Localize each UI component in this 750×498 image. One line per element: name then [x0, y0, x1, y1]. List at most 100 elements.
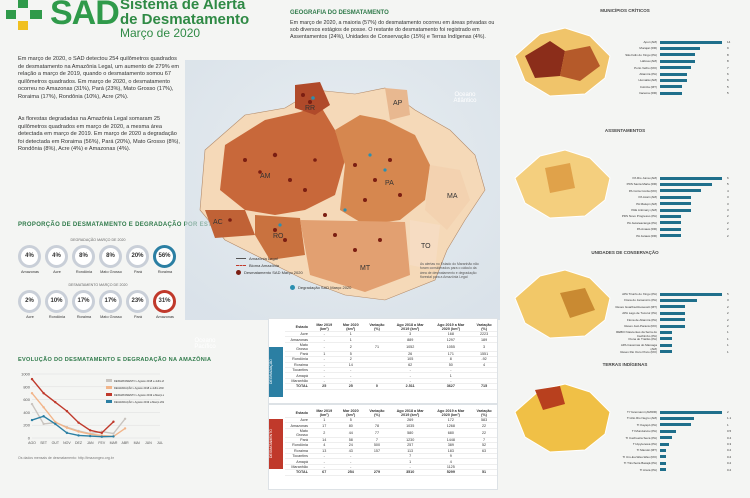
table-total-cell: 279	[364, 469, 390, 476]
tis-bar	[660, 423, 691, 427]
ucs-bar	[660, 298, 698, 302]
series-point	[123, 417, 127, 420]
label-ac: AC	[213, 219, 223, 226]
tis-value: 2	[727, 410, 729, 414]
desm-circle: 23%	[126, 290, 149, 313]
tis-value: 0.2	[727, 461, 732, 466]
state-pa	[335, 115, 430, 225]
series-point	[30, 402, 34, 406]
series-point	[100, 431, 104, 435]
table-header-cell: Mar 2020 (km²)	[337, 409, 365, 418]
y-tick-label: 0	[28, 436, 31, 441]
assentamentos-value: 2	[727, 227, 729, 232]
tis-name: TI Alto Rio Negro (AM)	[626, 416, 657, 421]
ucs-bar	[660, 292, 722, 296]
assentamentos-bar	[660, 176, 722, 180]
table-cell: Acre	[285, 417, 311, 424]
table-cell	[364, 453, 390, 460]
map-legend: Amazônia Legal Bioma Amazônia Desmatamen…	[236, 256, 306, 277]
municipios-name: Iracema (RR)	[638, 91, 657, 96]
table-header-cell: Variação (%)	[364, 409, 390, 418]
desm-label: Pará	[133, 315, 143, 319]
ucs-name: Flona do Jamanxim (PA)	[624, 298, 657, 303]
degr-label: Acre	[53, 270, 61, 274]
assentamentos-name: PA Anauá (RR)	[636, 227, 657, 232]
table-cell: Tocantins	[285, 367, 311, 374]
logo-text: SAD	[50, 0, 120, 32]
table-cell: 44	[337, 428, 365, 438]
municipios-map	[514, 27, 611, 97]
x-tick-label: MAR	[110, 441, 118, 445]
table-cell: 1055	[430, 342, 472, 352]
x-tick-label: AGO	[28, 441, 36, 445]
degr-item: 8% Mato Grosso	[99, 245, 125, 274]
table-cell: -	[337, 378, 365, 385]
table-total-cell: 25	[310, 383, 338, 390]
tis-value: 0.2	[727, 467, 732, 472]
series-point	[112, 432, 115, 435]
y-tick-label: 400	[23, 410, 30, 415]
ucs-bar	[660, 324, 685, 328]
table-header-cell: Estado	[285, 409, 311, 418]
x-tick-label: JUL	[157, 441, 163, 445]
tis-bar	[660, 455, 667, 459]
municipios-value: 5	[727, 84, 729, 89]
desm-circle: 2%	[18, 290, 41, 313]
table-cell: Rondônia	[285, 442, 311, 449]
deforestation-table-label: DESMATAMENTO	[269, 419, 283, 469]
table-row: Amapá - - -1	[285, 372, 497, 379]
assentamentos-title: ASSENTAMENTOS	[604, 128, 646, 133]
table-cell: 8	[430, 356, 472, 363]
state-ro	[255, 215, 305, 260]
degr-circle: 8%	[72, 245, 95, 268]
degradation-subtitle: DEGRADAÇÃO MARÇO DE 2020	[70, 238, 126, 242]
table-cell: 2	[310, 428, 338, 438]
state-ma	[425, 165, 470, 230]
degr-label: Amazonas	[21, 270, 39, 274]
series-point	[123, 427, 127, 430]
table-row: Mato Grosso -2 71 1052 1055 3	[285, 342, 497, 352]
series-point	[54, 420, 57, 424]
maranhao-note: As alertas no Estado do Maranhão não for…	[420, 262, 479, 280]
label-am: AM	[260, 173, 271, 180]
table-header-cell: Ago 2019 a Mar 2020 (km²)	[430, 323, 472, 332]
table-cell: -	[337, 367, 365, 374]
table-cell: Pará	[285, 351, 311, 358]
table-total-cell: 0	[364, 383, 390, 390]
map-description: Em março de 2020, a maioria (57%) do des…	[290, 20, 495, 41]
table-cell: 1035	[389, 422, 431, 429]
desm-circle: 31%	[153, 290, 176, 313]
tis-bar	[660, 468, 667, 472]
tis-title: TERRAS INDÍGENAS	[602, 362, 648, 367]
municipios-name: Humaitá (AM)	[638, 78, 657, 83]
municipios-bar	[660, 85, 683, 89]
desm-label: Roraima	[76, 315, 92, 319]
table-cell: -	[310, 372, 338, 379]
desm-label: Amazonas	[156, 315, 174, 319]
table-header-cell: Variação (%)	[471, 323, 497, 332]
desm-circle: 10%	[45, 290, 68, 313]
ucs-value: 1	[727, 343, 729, 348]
desm-circle: 17%	[99, 290, 122, 313]
table-cell: 58	[337, 437, 365, 444]
chart-footnote: Os dados mensais de desmatamento: http:/…	[18, 456, 114, 460]
series-point	[77, 430, 80, 433]
title-line-2: de Desmatamento	[120, 11, 250, 28]
table-cell	[471, 378, 497, 385]
assentamentos-map	[514, 149, 611, 219]
table-cell	[471, 367, 497, 374]
tis-value: 0.4	[727, 435, 732, 440]
table-total-row: TOTAL 25 25 0 2.511 3627 715	[285, 383, 497, 390]
map-title: GEOGRAFIA DO DESMATAMENTO	[290, 10, 389, 16]
desm-label: Acre	[26, 315, 34, 319]
series-point	[65, 426, 69, 429]
table-total-cell: 67	[310, 469, 338, 476]
report-date: Março de 2020	[120, 26, 201, 40]
municipios-title: MUNICÍPIOS CRÍTICOS	[600, 8, 650, 13]
table-total-row: TOTAL 67 254 279 3510 5299 51	[285, 469, 497, 476]
series-point	[30, 418, 34, 422]
municipios-bar-list: Apuí (AM) 14 Mucajaí (RR) 9 São Félix do Xin…	[615, 40, 745, 106]
table-cell	[471, 453, 497, 460]
table-cell: 3	[471, 342, 497, 352]
table-cell: 113	[389, 448, 431, 454]
